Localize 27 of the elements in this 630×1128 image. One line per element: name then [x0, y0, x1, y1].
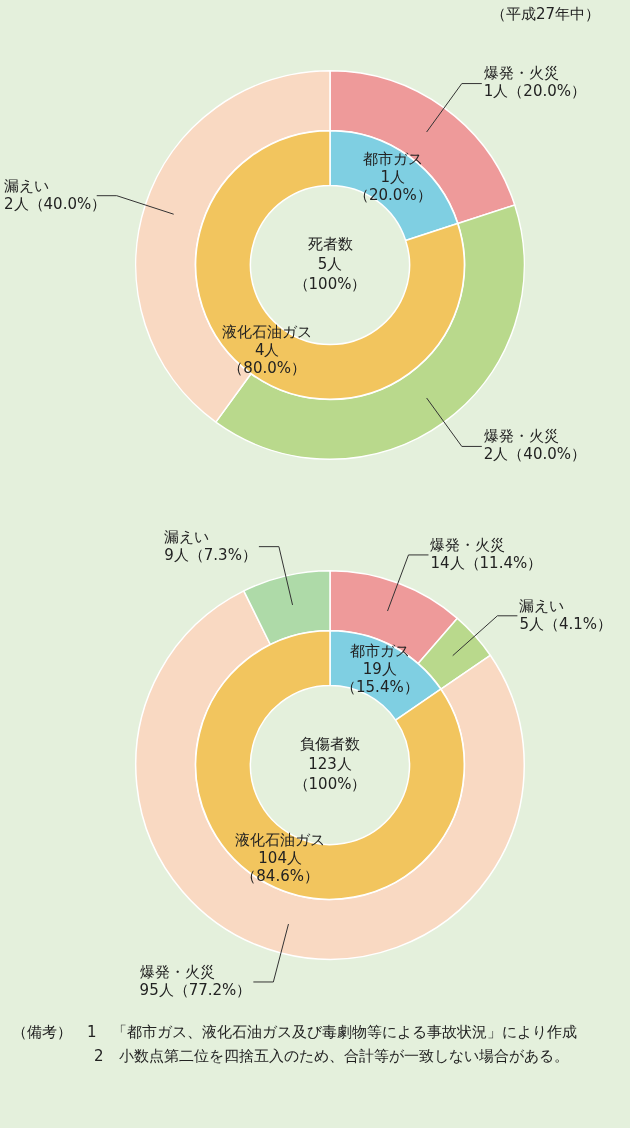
slice-label: 漏えい — [4, 176, 49, 195]
chart-subtitle: （平成27年中） — [490, 5, 600, 24]
slice-label: 爆発・火災 — [483, 427, 559, 446]
data-label: 1人（20.0%） — [483, 82, 587, 101]
data-label: 4人（80.0%） — [228, 341, 306, 378]
slice-label: 爆発・火災 — [430, 535, 506, 554]
slice-label: 漏えい — [519, 596, 565, 615]
data-label: 95人（77.2%） — [139, 980, 252, 999]
data-label: 1人（20.0%） — [354, 168, 432, 205]
text: 負傷者数 — [300, 734, 360, 753]
text: 123人（100%） — [293, 754, 367, 793]
text: （備考） 1 「都市ガス、液化石油ガス及び毒劇物等による事故状況」により作成 — [12, 1023, 577, 1041]
text: 死者数 — [307, 234, 353, 253]
slice-label: 都市ガス — [362, 150, 423, 169]
data-label: 9人（7.3%） — [164, 545, 257, 564]
data-label: 2人（40.0%） — [4, 194, 107, 213]
slice-label: 爆発・火災 — [483, 64, 559, 83]
slice-label: 爆発・火災 — [139, 962, 215, 981]
slice-label: 都市ガス — [349, 642, 410, 661]
text: 5人（100%） — [293, 254, 367, 293]
data-label: 104人（84.6%） — [241, 849, 319, 886]
data-label: 2人（40.0%） — [483, 445, 587, 464]
text: 2 小数点第二位を四捨五入のため、合計等が一致しない場合がある。 — [94, 1047, 569, 1065]
data-label: 14人（11.4%） — [430, 553, 543, 572]
data-label: 19人（15.4%） — [341, 660, 419, 697]
data-label: 5人（4.1%） — [519, 614, 613, 633]
slice-label: 漏えい — [164, 527, 210, 546]
